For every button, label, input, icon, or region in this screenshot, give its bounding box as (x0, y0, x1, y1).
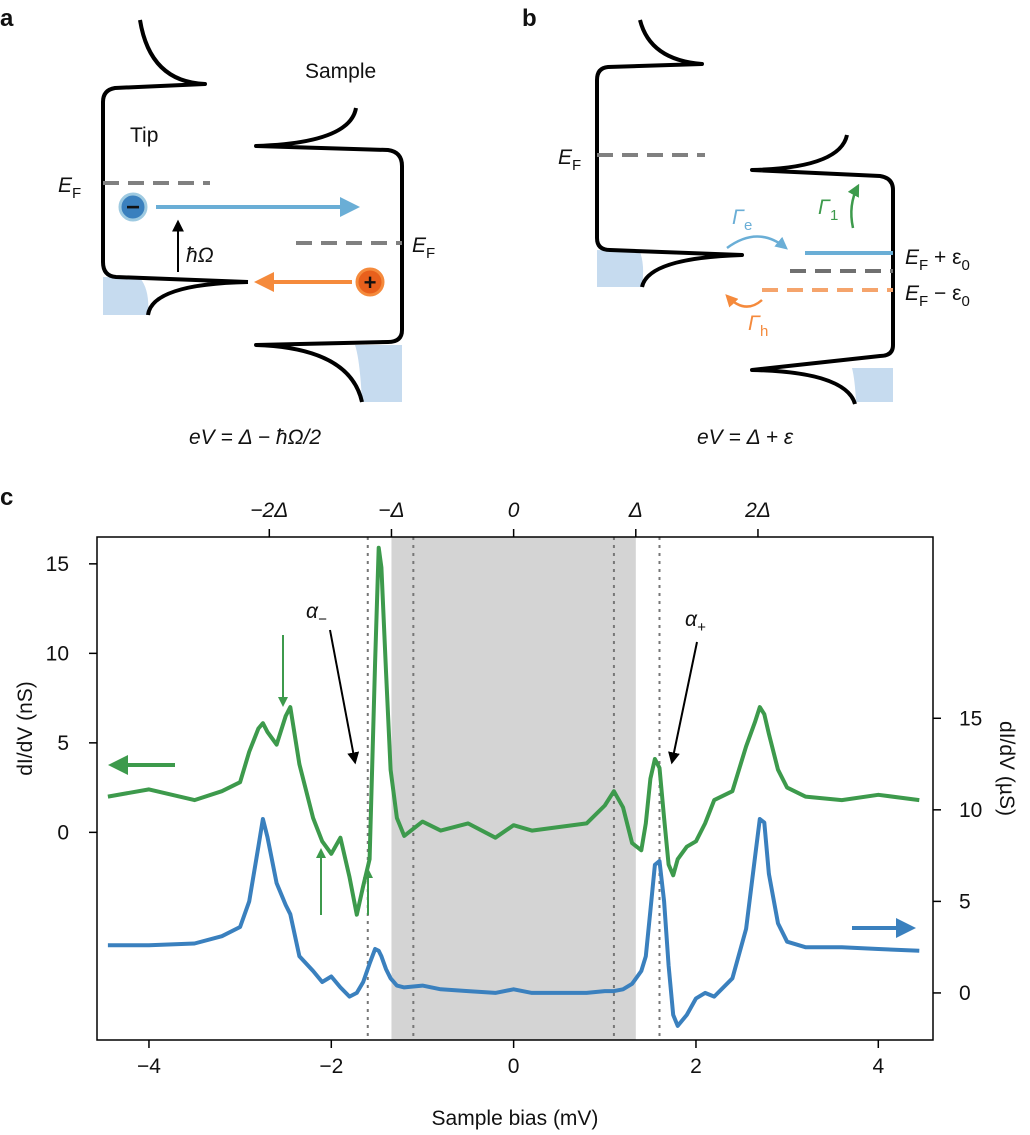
tip-label: Tip (130, 124, 158, 147)
x2-tick-label: 2Δ (744, 499, 771, 522)
electron (118, 192, 148, 222)
gamma-h: Γh (748, 312, 768, 340)
y2-axis-label: dI/dV (µS) (995, 721, 1018, 816)
gamma-1: Γ1 (818, 196, 838, 224)
filled-states (852, 368, 893, 402)
eps: − ε (928, 282, 961, 305)
fermi-label: EF (58, 174, 81, 202)
filled-states (597, 250, 644, 287)
y-axis-label: dI/dV (nS) (14, 681, 37, 776)
sample-dos (750, 134, 895, 405)
sample-dos (254, 107, 404, 403)
sub: F (72, 185, 81, 202)
level-label: EF − ε0 (905, 282, 970, 310)
x2-tick-label: 0 (508, 499, 520, 522)
x2-tick-label: Δ (628, 499, 643, 522)
equation: eV = Δ + ε (697, 426, 794, 449)
x-tick-label: −2 (319, 1055, 343, 1078)
annotation: α+ (685, 608, 706, 636)
sub: F (426, 245, 435, 262)
panel-label: c (0, 484, 13, 511)
sub: F (919, 257, 928, 274)
shaded-region (391, 537, 636, 1040)
tip-dos (595, 19, 744, 288)
filled-states (103, 277, 149, 315)
sub: 1 (830, 207, 838, 224)
sub: − (318, 611, 327, 628)
y-tick-label: 15 (46, 553, 69, 576)
data-line (107, 817, 920, 1028)
sub: + (697, 619, 706, 636)
hole-sign: + (364, 270, 377, 295)
annotation: α− (306, 600, 327, 628)
relax-arrow (847, 183, 860, 229)
x-tick-label: 2 (690, 1055, 702, 1078)
x-tick-label: 0 (508, 1055, 520, 1078)
equation: eV = Δ − ħΩ/2 (189, 426, 321, 449)
e: E (905, 282, 920, 305)
eps: + ε (928, 246, 961, 269)
hole (355, 267, 385, 297)
y-tick-label: 5 (57, 732, 69, 755)
sub: F (919, 293, 928, 310)
fermi-label: EF (558, 146, 581, 174)
hole-arrow (725, 294, 763, 308)
pointer-arrow (329, 629, 360, 765)
alpha: α (685, 608, 698, 631)
sub: F (572, 157, 581, 174)
sample-label: Sample (305, 60, 376, 83)
x-tick-label: −4 (137, 1055, 161, 1078)
x2-tick-label: −Δ (378, 499, 404, 522)
gamma: Γ (732, 206, 745, 229)
tip-dos (101, 19, 249, 316)
panel-label: a (0, 5, 14, 32)
e: E (905, 246, 920, 269)
alpha: α (306, 600, 319, 623)
chart-decorations: α− α+ (108, 600, 916, 938)
gamma-e: Γe (732, 206, 752, 234)
y2-tick-label: 10 (959, 799, 982, 822)
panel-b: b EF Γe Γ1 Γh EF + ε0 EF − ε0 eV = Δ + ε (522, 5, 970, 449)
e: E (412, 234, 427, 257)
photon-label: ħΩ (186, 244, 214, 267)
panel-a: a Sample Tip EF − ħΩ EF + eV = Δ − ħΩ/2 (0, 5, 435, 449)
x-tick-label: 4 (872, 1055, 884, 1078)
y2-tick-label: 5 (959, 890, 971, 913)
filled-states (355, 345, 402, 402)
electron-sign: − (126, 194, 140, 221)
x2-tick-label: −2Δ (250, 499, 288, 522)
x-axis-label: Sample bias (mV) (432, 1107, 599, 1130)
gamma: Γ (818, 196, 831, 219)
plot-frame (96, 536, 934, 1041)
tunnel-arrow (726, 235, 788, 250)
panel-label: b (522, 5, 537, 32)
fermi-label: EF (412, 234, 435, 262)
sub: h (760, 323, 768, 340)
sub: 0 (961, 257, 969, 274)
e: E (58, 174, 73, 197)
sub: e (744, 217, 752, 234)
pointer-arrow (668, 641, 698, 765)
y-tick-label: 10 (46, 642, 69, 665)
y2-tick-label: 15 (959, 707, 982, 730)
sub: 0 (961, 293, 969, 310)
y2-tick-label: 0 (959, 982, 971, 1005)
gamma: Γ (748, 312, 761, 335)
y-tick-label: 0 (57, 821, 69, 844)
data-line (107, 545, 920, 917)
e: E (558, 146, 573, 169)
panel-c: c (0, 484, 13, 511)
level-label: EF + ε0 (905, 246, 970, 274)
